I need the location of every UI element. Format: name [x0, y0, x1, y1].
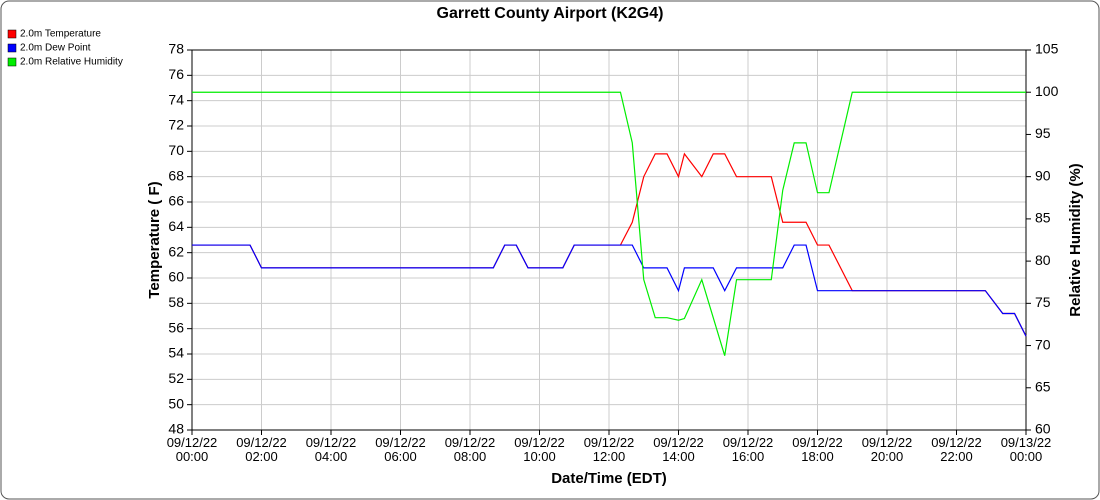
y-tick-label: 78 — [168, 41, 184, 57]
y-tick-label: 54 — [168, 345, 184, 361]
y-tick-label: 76 — [168, 66, 184, 82]
y-tick-label: 58 — [168, 294, 184, 310]
y-tick-label: 60 — [168, 269, 184, 285]
x-tick-label: 09/12/22 00:00 — [166, 435, 218, 464]
y-tick-label: 70 — [168, 142, 184, 158]
y2-tick-label: 75 — [1035, 294, 1051, 310]
x-tick-label: 09/12/22 16:00 — [722, 435, 774, 464]
y-axis-label: Temperature ( F) — [146, 181, 163, 298]
x-axis-label: Date/Time (EDT) — [551, 470, 667, 487]
legend-swatch — [7, 43, 17, 53]
series-line — [192, 91, 1026, 356]
x-tick-label: 09/12/22 20:00 — [861, 435, 913, 464]
x-tick-label: 09/12/22 08:00 — [444, 435, 496, 464]
y-tick-label: 56 — [168, 319, 184, 335]
y-tick-label: 50 — [168, 395, 184, 411]
x-tick-label: 09/12/22 12:00 — [583, 435, 635, 464]
x-tick-label: 09/12/22 18:00 — [792, 435, 843, 464]
y-tick-label: 48 — [168, 421, 184, 437]
y2-axis-label: Relative Humidity (%) — [1067, 163, 1084, 316]
y2-tick-label: 60 — [1035, 421, 1051, 437]
legend-label: 2.0m Relative Humidity — [20, 57, 123, 68]
y-tick-label: 74 — [168, 91, 184, 107]
legend-swatch — [7, 29, 17, 39]
y2-tick-label: 105 — [1035, 41, 1059, 57]
y2-tick-label: 100 — [1035, 83, 1059, 99]
x-tick-label: 09/12/22 02:00 — [236, 435, 287, 464]
series-line — [192, 244, 1027, 337]
y-tick-label: 66 — [168, 193, 184, 209]
x-tick-label: 09/12/22 10:00 — [514, 435, 565, 464]
x-tick-label: 09/12/22 22:00 — [931, 435, 982, 464]
legend-label: 2.0m Dew Point — [20, 43, 91, 54]
x-tick-label: 09/12/22 14:00 — [653, 435, 704, 464]
legend-swatch — [7, 57, 17, 67]
x-tick-label: 09/13/22 00:00 — [1000, 435, 1052, 464]
y2-tick-label: 80 — [1035, 252, 1051, 268]
y-tick-label: 52 — [168, 370, 184, 386]
y2-tick-label: 70 — [1035, 336, 1051, 352]
chart-title: Garrett County Airport (K2G4) — [437, 5, 664, 22]
y2-tick-label: 90 — [1035, 167, 1051, 183]
legend-label: 2.0m Temperature — [20, 29, 101, 40]
plot-border — [191, 49, 1027, 431]
y2-tick-label: 65 — [1035, 378, 1051, 394]
y2-tick-label: 85 — [1035, 210, 1051, 226]
y-tick-label: 64 — [168, 218, 184, 234]
y-tick-label: 62 — [168, 243, 184, 259]
y-tick-label: 68 — [168, 167, 184, 183]
y2-tick-label: 95 — [1035, 125, 1051, 141]
x-tick-label: 09/12/22 04:00 — [305, 435, 357, 464]
y-tick-label: 72 — [168, 117, 184, 133]
x-tick-label: 09/12/22 06:00 — [375, 435, 426, 464]
